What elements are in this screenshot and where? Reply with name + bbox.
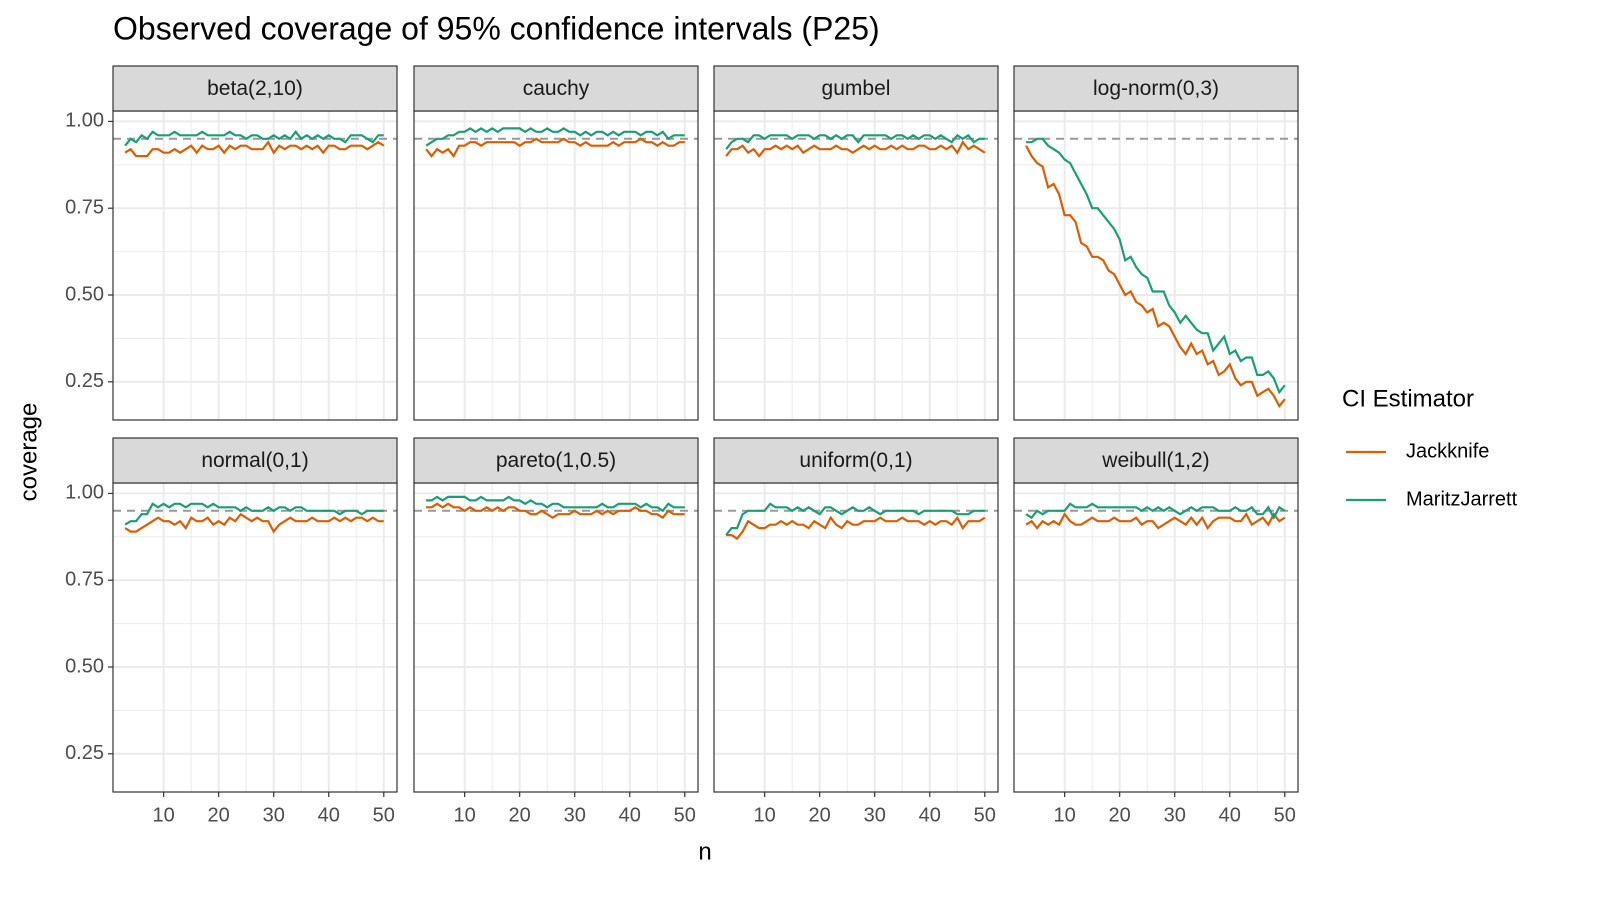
strip-label: log-norm(0,3) xyxy=(1093,77,1219,100)
x-tick-label: 20 xyxy=(1109,804,1131,826)
y-tick-label: 0.50 xyxy=(65,283,104,305)
panel-background xyxy=(1014,111,1298,420)
strip-label: normal(0,1) xyxy=(201,449,308,472)
y-tick-label: 0.25 xyxy=(65,742,104,764)
series-line xyxy=(725,140,986,158)
series-line xyxy=(1026,137,1286,395)
panel-background xyxy=(414,483,698,792)
series-line xyxy=(425,127,685,147)
strip xyxy=(713,437,999,484)
x-tick-label: 40 xyxy=(619,804,641,826)
series-line xyxy=(425,137,685,159)
x-tick-label: 30 xyxy=(263,804,285,826)
series-line xyxy=(124,140,385,158)
x-tick-label: 30 xyxy=(1164,804,1186,826)
series-line xyxy=(1025,502,1286,521)
x-axis-title: n xyxy=(698,838,711,865)
y-tick-label: 1.00 xyxy=(65,110,104,132)
strip xyxy=(1013,65,1299,112)
y-tick-label: 1.00 xyxy=(65,482,104,504)
strip-label: weibull(1,2) xyxy=(1101,449,1209,472)
series-line xyxy=(1025,145,1286,409)
strip xyxy=(112,437,398,484)
x-tick-label: 20 xyxy=(208,804,230,826)
x-tick-label: 10 xyxy=(1054,804,1076,826)
x-tick-label: 30 xyxy=(864,804,886,826)
x-tick-label: 50 xyxy=(373,804,395,826)
x-tick-label: 10 xyxy=(454,804,476,826)
panel-background xyxy=(1014,483,1298,792)
strip xyxy=(713,65,999,112)
chart-title: Observed coverage of 95% confidence inte… xyxy=(113,10,880,46)
strip xyxy=(413,437,699,484)
series-line xyxy=(426,502,685,520)
strip-label: pareto(1,0.5) xyxy=(496,449,616,472)
x-tick-label: 50 xyxy=(974,804,996,826)
strip-label: beta(2,10) xyxy=(207,77,303,100)
x-tick-label: 50 xyxy=(674,804,696,826)
strip xyxy=(413,65,699,112)
panel-background xyxy=(714,111,998,420)
x-tick-label: 20 xyxy=(509,804,531,826)
series-line xyxy=(426,495,685,513)
y-axis-title: coverage xyxy=(15,403,42,502)
x-tick-label: 40 xyxy=(318,804,340,826)
strip-label: cauchy xyxy=(523,77,590,100)
y-tick-label: 0.25 xyxy=(65,370,104,392)
y-tick-label: 0.75 xyxy=(65,568,104,590)
x-tick-label: 20 xyxy=(809,804,831,826)
x-tick-label: 10 xyxy=(153,804,175,826)
y-tick-label: 0.50 xyxy=(65,655,104,677)
series-line xyxy=(1025,512,1286,531)
panel-background xyxy=(113,111,397,420)
x-tick-label: 30 xyxy=(564,804,586,826)
legend-label: Jackknife xyxy=(1406,440,1489,462)
legend-title: CI Estimator xyxy=(1342,385,1474,412)
panel-background xyxy=(113,483,397,792)
strip-label: uniform(0,1) xyxy=(799,449,912,472)
strip xyxy=(1013,437,1299,484)
panel-background xyxy=(414,111,698,420)
x-tick-label: 10 xyxy=(754,804,776,826)
series-line xyxy=(124,502,384,526)
series-line xyxy=(124,512,384,534)
series-line xyxy=(124,130,384,147)
x-tick-label: 50 xyxy=(1274,804,1296,826)
strip xyxy=(112,65,398,112)
panel-background xyxy=(714,483,998,792)
legend-label: MaritzJarrett xyxy=(1406,488,1518,510)
series-line xyxy=(725,133,985,150)
series-line xyxy=(726,515,986,541)
x-tick-label: 40 xyxy=(919,804,941,826)
series-line xyxy=(725,502,985,536)
y-tick-label: 0.75 xyxy=(65,196,104,218)
strip-label: gumbel xyxy=(822,77,891,100)
x-tick-label: 40 xyxy=(1219,804,1241,826)
